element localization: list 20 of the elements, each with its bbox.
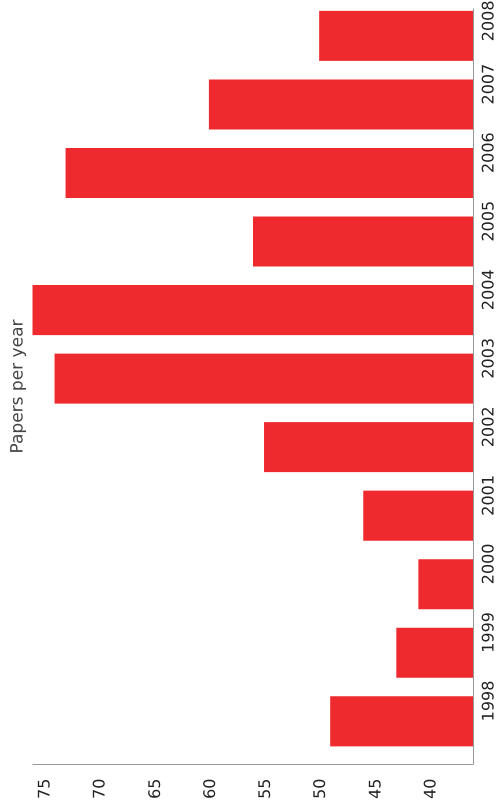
y-tick-label: 2003 — [478, 338, 498, 379]
y-tick-label: 2006 — [478, 132, 498, 173]
x-tick-label: 45 — [365, 778, 384, 799]
y-tick-label: 2004 — [478, 269, 498, 310]
y-tick-label: 2005 — [478, 200, 498, 242]
y-tick-label: 2002 — [478, 406, 498, 448]
x-tick-label: 70 — [90, 778, 109, 799]
y-tick-label: 1998 — [478, 680, 498, 722]
y-tick-label: 2001 — [478, 474, 498, 516]
x-tick-label: 40 — [420, 778, 440, 799]
y-tick-label: 2008 — [478, 0, 498, 42]
x-tick-label: 50 — [310, 778, 330, 799]
x-tick-label: 75 — [34, 778, 54, 799]
x-tick-label: 65 — [144, 778, 164, 799]
y-tick-label: 2000 — [478, 544, 498, 584]
x-tick-label: 60 — [200, 778, 219, 799]
x-tick-label: 55 — [255, 778, 274, 799]
text: Papers per year — [8, 320, 28, 454]
y-tick-label: 2007 — [478, 64, 498, 104]
y-tick-label: 1999 — [478, 612, 498, 653]
